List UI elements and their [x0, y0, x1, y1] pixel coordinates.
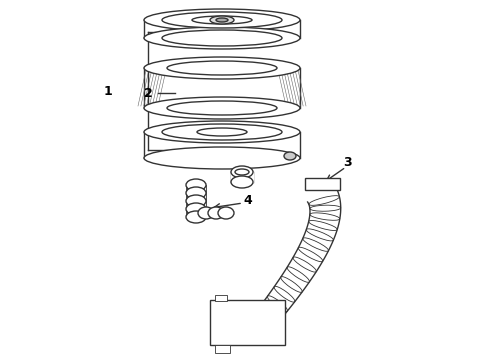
Ellipse shape — [162, 12, 282, 28]
Ellipse shape — [254, 313, 273, 329]
Ellipse shape — [287, 267, 310, 282]
Ellipse shape — [192, 16, 252, 24]
Ellipse shape — [208, 207, 224, 219]
Bar — [210, 300, 285, 345]
Ellipse shape — [144, 27, 300, 49]
Bar — [215, 345, 230, 353]
Ellipse shape — [281, 276, 302, 292]
Ellipse shape — [162, 124, 282, 140]
Ellipse shape — [310, 213, 340, 220]
Ellipse shape — [231, 176, 253, 188]
Ellipse shape — [293, 257, 317, 272]
Polygon shape — [144, 68, 300, 108]
Text: 3: 3 — [343, 156, 352, 168]
Ellipse shape — [309, 221, 337, 230]
Text: 1: 1 — [103, 85, 112, 98]
Ellipse shape — [144, 9, 300, 31]
Ellipse shape — [298, 247, 323, 262]
Text: 4: 4 — [244, 194, 252, 207]
Ellipse shape — [284, 152, 296, 160]
Ellipse shape — [274, 286, 295, 302]
Ellipse shape — [186, 179, 206, 191]
Polygon shape — [231, 172, 253, 182]
Ellipse shape — [218, 207, 234, 219]
Ellipse shape — [309, 196, 340, 205]
Ellipse shape — [167, 61, 277, 75]
Ellipse shape — [235, 169, 249, 175]
Ellipse shape — [198, 207, 214, 219]
Ellipse shape — [162, 30, 282, 46]
Ellipse shape — [216, 18, 228, 22]
Ellipse shape — [167, 101, 277, 115]
Ellipse shape — [310, 205, 341, 211]
Polygon shape — [144, 20, 300, 38]
Ellipse shape — [186, 211, 206, 223]
Text: 2: 2 — [144, 86, 152, 99]
Bar — [305, 178, 340, 190]
Ellipse shape — [261, 305, 280, 320]
Ellipse shape — [197, 128, 247, 136]
Ellipse shape — [144, 57, 300, 79]
Ellipse shape — [186, 195, 206, 207]
Polygon shape — [244, 188, 341, 342]
Ellipse shape — [144, 121, 300, 143]
Ellipse shape — [144, 97, 300, 119]
Ellipse shape — [210, 16, 234, 24]
Ellipse shape — [231, 166, 253, 178]
Bar — [215, 295, 227, 301]
Ellipse shape — [303, 238, 328, 251]
Ellipse shape — [144, 147, 300, 169]
Ellipse shape — [186, 187, 206, 199]
Ellipse shape — [186, 203, 206, 215]
Ellipse shape — [268, 296, 288, 311]
Polygon shape — [144, 132, 300, 158]
Ellipse shape — [306, 229, 333, 241]
